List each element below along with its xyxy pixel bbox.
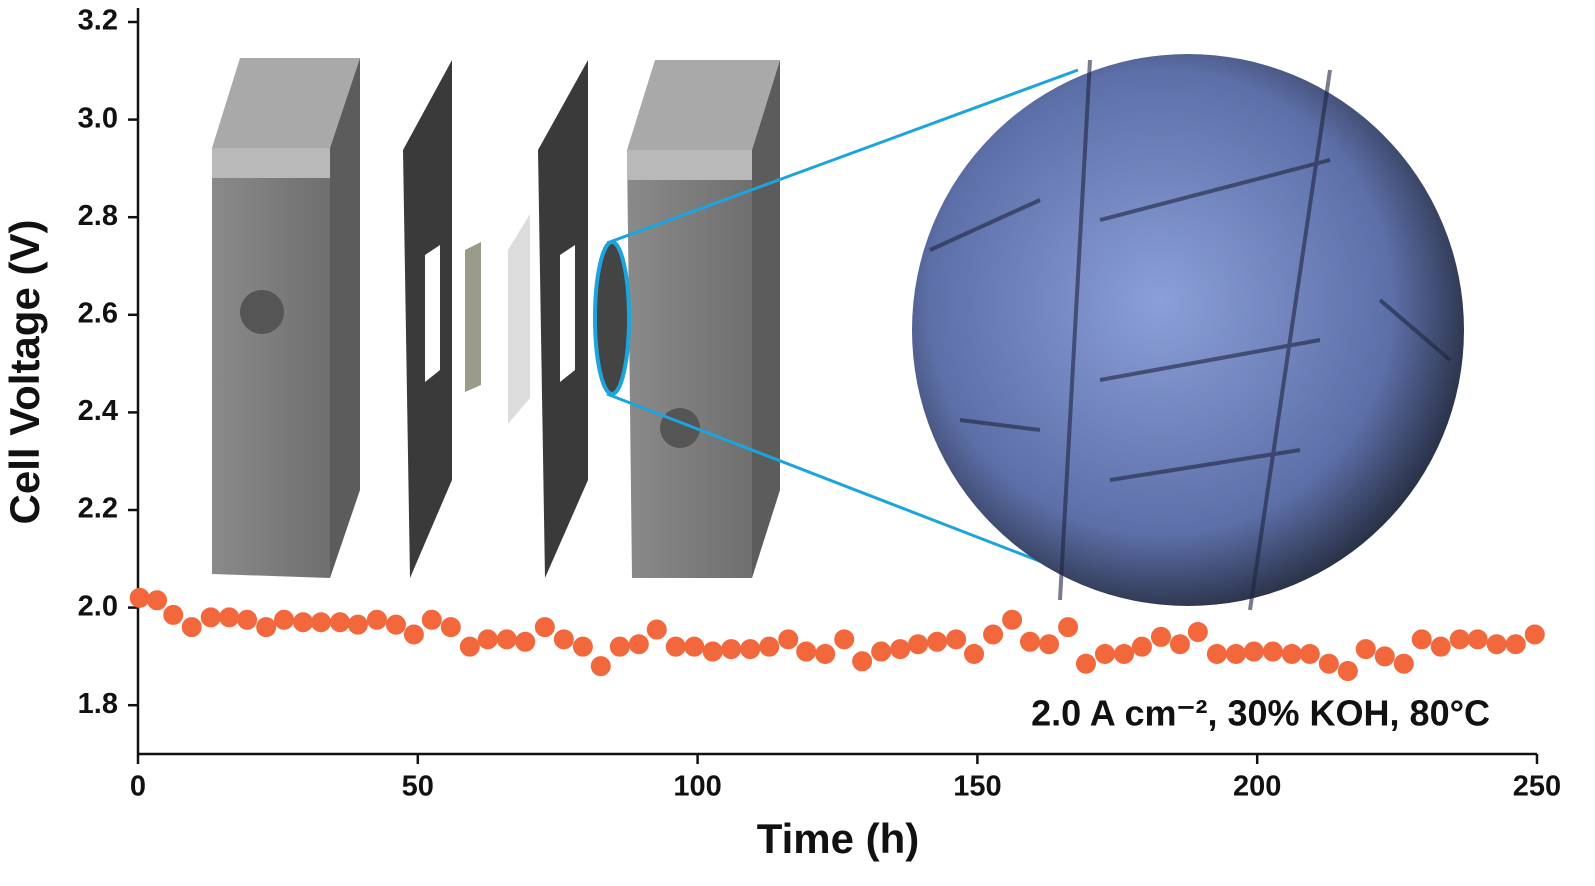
data-point [1337,661,1358,682]
data-point [1114,643,1135,664]
data-point [1039,634,1060,655]
data-point [219,607,240,628]
data-point [440,617,461,638]
data-point [1299,643,1320,664]
data-point [1393,653,1414,674]
y-tick-label: 2.6 [78,297,118,329]
data-point [1411,629,1432,650]
cell-illustration [212,54,1464,611]
data-point [1486,634,1507,655]
data-point [1187,622,1208,642]
data-point [646,619,667,640]
data-point [534,617,555,638]
y-tick-label: 1.8 [78,688,118,720]
y-tick-label: 2.4 [78,395,118,427]
data-point [1355,639,1376,660]
data-point [852,651,873,672]
data-point [366,609,387,630]
data-point [702,641,723,662]
data-point [1150,626,1171,647]
x-tick-label: 100 [673,771,721,803]
data-point [163,604,184,625]
y-axis-title: Cell Voltage (V) [1,220,48,525]
data-point [871,641,892,662]
x-tick-label: 0 [130,771,146,803]
data-point [515,631,536,652]
x-tick-label: 50 [402,771,434,803]
data-point [1058,617,1079,638]
data-point [553,629,574,650]
data-point [1449,629,1470,650]
data-point [274,609,295,630]
data-point [147,590,168,611]
data-point [908,634,929,655]
data-point [1094,643,1115,664]
data-point [1206,643,1227,664]
y-tick-label: 2.0 [78,590,118,622]
data-point [684,636,705,657]
data-point [385,614,406,635]
data-point [347,614,368,635]
data-point [330,612,351,633]
data-point [721,639,742,660]
data-point [1318,653,1339,674]
data-point [403,624,424,645]
data-point [459,636,480,657]
data-point [256,617,277,638]
data-point [590,656,611,677]
data-point [1131,636,1152,657]
data-point [609,636,630,657]
data-point [946,629,967,650]
data-point [778,629,799,650]
data-point [815,643,836,664]
data-point [1467,629,1488,650]
data-point [1374,646,1395,667]
data-point [310,612,331,633]
data-point [628,634,649,655]
data-point [496,629,517,650]
data-point [890,639,911,660]
data-point [421,609,442,630]
y-tick-label: 2.8 [78,200,118,232]
x-axis-title: Time (h) [757,815,920,862]
x-tick-label: 250 [1513,771,1561,803]
data-point [665,636,686,657]
data-point [927,631,948,652]
data-point [200,607,221,628]
data-point [181,617,202,638]
data-point [129,587,150,608]
data-point [796,641,817,662]
data-point [1075,653,1096,674]
data-point [1430,636,1451,657]
data-point [1281,643,1302,664]
data-point [1505,634,1526,655]
data-point [759,636,780,657]
data-point [293,612,314,633]
data-point [237,609,258,630]
annotation: 2.0 A cm⁻², 30% KOH, 80°C [1031,693,1490,734]
axes [136,8,1537,756]
y-tick-label: 2.2 [78,493,118,525]
data-point [477,629,498,650]
y-tick-label: 3.2 [78,5,118,37]
x-tick-label: 200 [1233,771,1281,803]
data-point [740,639,761,660]
x-tick-label: 150 [953,771,1001,803]
data-point [1002,609,1023,630]
data-point [1243,641,1264,662]
data-point [1225,643,1246,664]
data-point [964,643,985,664]
data-point [1524,624,1545,645]
data-point [1262,641,1283,662]
data-point [1020,631,1041,652]
data-point [983,624,1004,645]
data-point [572,636,593,657]
y-tick-label: 3.0 [78,102,118,134]
data-point [1169,634,1190,655]
data-point [834,629,855,650]
